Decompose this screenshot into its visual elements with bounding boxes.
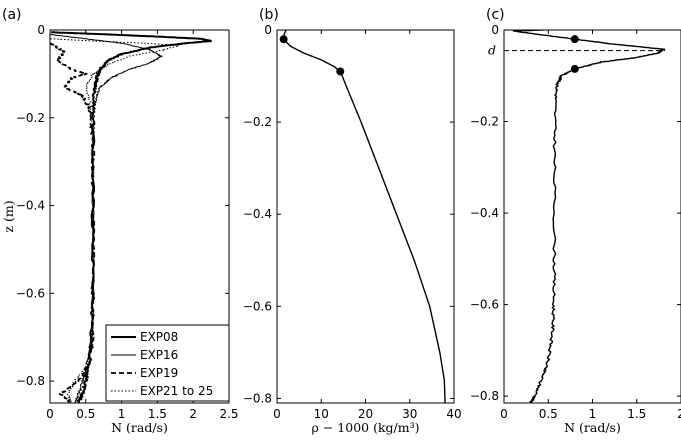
y-tick-label: −0.2 [16, 111, 45, 125]
x-tick-label: 40 [446, 407, 461, 421]
axes-frame [276, 29, 455, 404]
y-tick-label: 0 [491, 23, 499, 37]
y-tick-label: −0.6 [16, 286, 45, 300]
y-tick-label: −0.2 [243, 115, 272, 129]
x-tick-label: 0.5 [76, 407, 95, 421]
x-tick-label: 2 [677, 407, 681, 421]
panel-label: (b) [259, 7, 279, 23]
y-tick-label: −0.8 [16, 374, 45, 388]
y-tick-label: −0.8 [470, 389, 499, 403]
y-tick-label: −0.8 [243, 391, 272, 405]
d-label: d [488, 43, 496, 58]
x-tick-label: 0.5 [539, 407, 558, 421]
x-tick-label: 10 [314, 407, 329, 421]
x-tick-label: 0 [273, 407, 281, 421]
x-tick-label: 1.5 [148, 407, 167, 421]
x-tick-label: 2 [189, 407, 197, 421]
panel-2: 0 0.5 1 1.5 2 0 −0.2 −0.4 −0.6 −0.8 (c) N (rad/s) d [470, 7, 681, 435]
x-axis-label: N (rad/s) [111, 420, 168, 435]
y-axis-label: z (m) [1, 200, 16, 232]
series-group [512, 30, 666, 403]
x-tick-label: 1 [589, 407, 597, 421]
legend-entry: EXP21 to 25 [140, 384, 213, 398]
panel-label: (c) [486, 7, 505, 23]
panel-0: 0 0.5 1 1.5 2 2.5 0 −0.2 −0.4 −0.6 −0.8 (a) N (rad/s… [1, 7, 239, 435]
legend-entry: EXP19 [140, 366, 178, 380]
data-marker [570, 35, 579, 44]
series-line-exp21-to-25 [50, 38, 179, 403]
x-axis-label: ρ − 1000 (kg/m³) [312, 420, 420, 435]
series-line-density [282, 30, 446, 403]
x-tick-label: 2.5 [219, 407, 238, 421]
panel-label: (a) [2, 7, 22, 23]
x-tick-label: 1.5 [627, 407, 646, 421]
series-line-exp19 [50, 42, 96, 403]
y-tick-label: −0.4 [470, 206, 499, 220]
series-group [282, 30, 446, 403]
y-tick-label: 0 [37, 23, 45, 37]
y-tick-label: 0 [264, 23, 272, 37]
axes-frame [503, 29, 681, 404]
x-axis-label: N (rad/s) [564, 420, 621, 435]
x-tick-label: 1 [118, 407, 126, 421]
x-tick-label: 0 [46, 407, 54, 421]
data-marker [570, 64, 579, 73]
legend-entry: EXP08 [140, 330, 178, 344]
series-line-n-profile [512, 30, 666, 403]
y-tick-label: −0.6 [243, 299, 272, 313]
data-marker [336, 67, 345, 76]
y-tick-label: −0.6 [470, 298, 499, 312]
series-group [50, 31, 212, 403]
panel-1: 0 10 20 30 40 0 −0.2 −0.4 −0.6 −0.8 (b) ρ − 1000 (k… [243, 7, 462, 435]
x-tick-label: 30 [402, 407, 417, 421]
series-line-exp08 [51, 31, 212, 403]
data-marker [279, 35, 288, 44]
x-tick-label: 20 [358, 407, 373, 421]
y-tick-label: −0.4 [243, 207, 272, 221]
y-tick-label: −0.2 [470, 115, 499, 129]
legend-entry: EXP16 [140, 348, 178, 362]
x-tick-label: 0 [500, 407, 508, 421]
axes-frame [49, 29, 230, 404]
y-tick-label: −0.4 [16, 199, 45, 213]
